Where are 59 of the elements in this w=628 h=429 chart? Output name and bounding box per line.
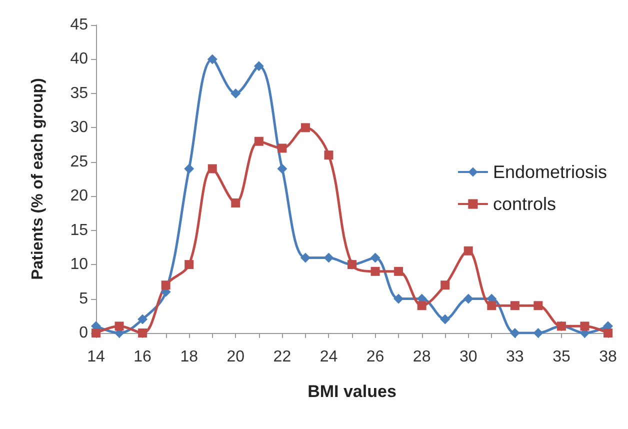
y-tick-label: 15 — [70, 222, 88, 239]
point — [324, 252, 334, 263]
point — [184, 260, 194, 270]
point — [534, 301, 543, 310]
y-tick-label: 10 — [70, 256, 88, 274]
point — [161, 280, 170, 290]
point — [231, 198, 240, 208]
point — [208, 164, 217, 174]
x-tick-label: 18 — [180, 348, 198, 366]
x-tick-label: 20 — [226, 348, 245, 366]
point — [254, 136, 264, 146]
point — [278, 144, 287, 153]
y-tick-label: 25 — [70, 153, 88, 170]
legend-label: controls — [492, 194, 556, 214]
point — [440, 280, 450, 290]
y-axis-title: Patients (% of each group) — [30, 78, 46, 280]
point — [580, 322, 590, 331]
x-tick-label: 30 — [459, 348, 478, 366]
x-tick-label: 16 — [134, 348, 152, 366]
point — [300, 123, 310, 132]
point — [324, 150, 334, 160]
point — [463, 294, 474, 304]
point — [184, 164, 194, 174]
point — [487, 301, 496, 310]
y-tick-label: 40 — [70, 50, 88, 68]
point — [277, 164, 288, 174]
y-tick-label: 45 — [70, 16, 88, 34]
point — [370, 252, 380, 263]
point — [510, 328, 520, 338]
x-axis-title: BMI values — [308, 382, 396, 401]
point — [300, 252, 310, 263]
x-tick-label: 38 — [599, 348, 617, 366]
point — [464, 246, 473, 256]
point — [510, 301, 520, 310]
y-tick-label: 30 — [70, 119, 88, 136]
x-tick-label: 35 — [552, 348, 570, 366]
point — [533, 328, 544, 338]
point — [138, 314, 148, 324]
y-tick-label: 0 — [79, 324, 88, 342]
point — [417, 301, 426, 310]
x-tick-label: 22 — [273, 348, 292, 366]
point — [370, 266, 380, 276]
x-tick-label: 24 — [320, 348, 338, 366]
x-tick-label: 28 — [412, 348, 431, 366]
y-tick-label: 35 — [70, 84, 88, 102]
point — [138, 328, 148, 338]
y-tick-label: 20 — [70, 188, 88, 205]
point — [114, 322, 124, 331]
x-tick-label: 26 — [366, 348, 384, 366]
point — [207, 54, 218, 64]
point — [440, 314, 450, 324]
point — [394, 266, 404, 276]
point — [254, 61, 264, 72]
x-tick-label: 33 — [506, 348, 524, 366]
point — [394, 294, 404, 304]
y-tick-label: 5 — [79, 290, 88, 308]
legend-label: Endometriosis — [492, 162, 607, 182]
point — [230, 88, 241, 98]
x-tick-label: 14 — [87, 348, 105, 366]
